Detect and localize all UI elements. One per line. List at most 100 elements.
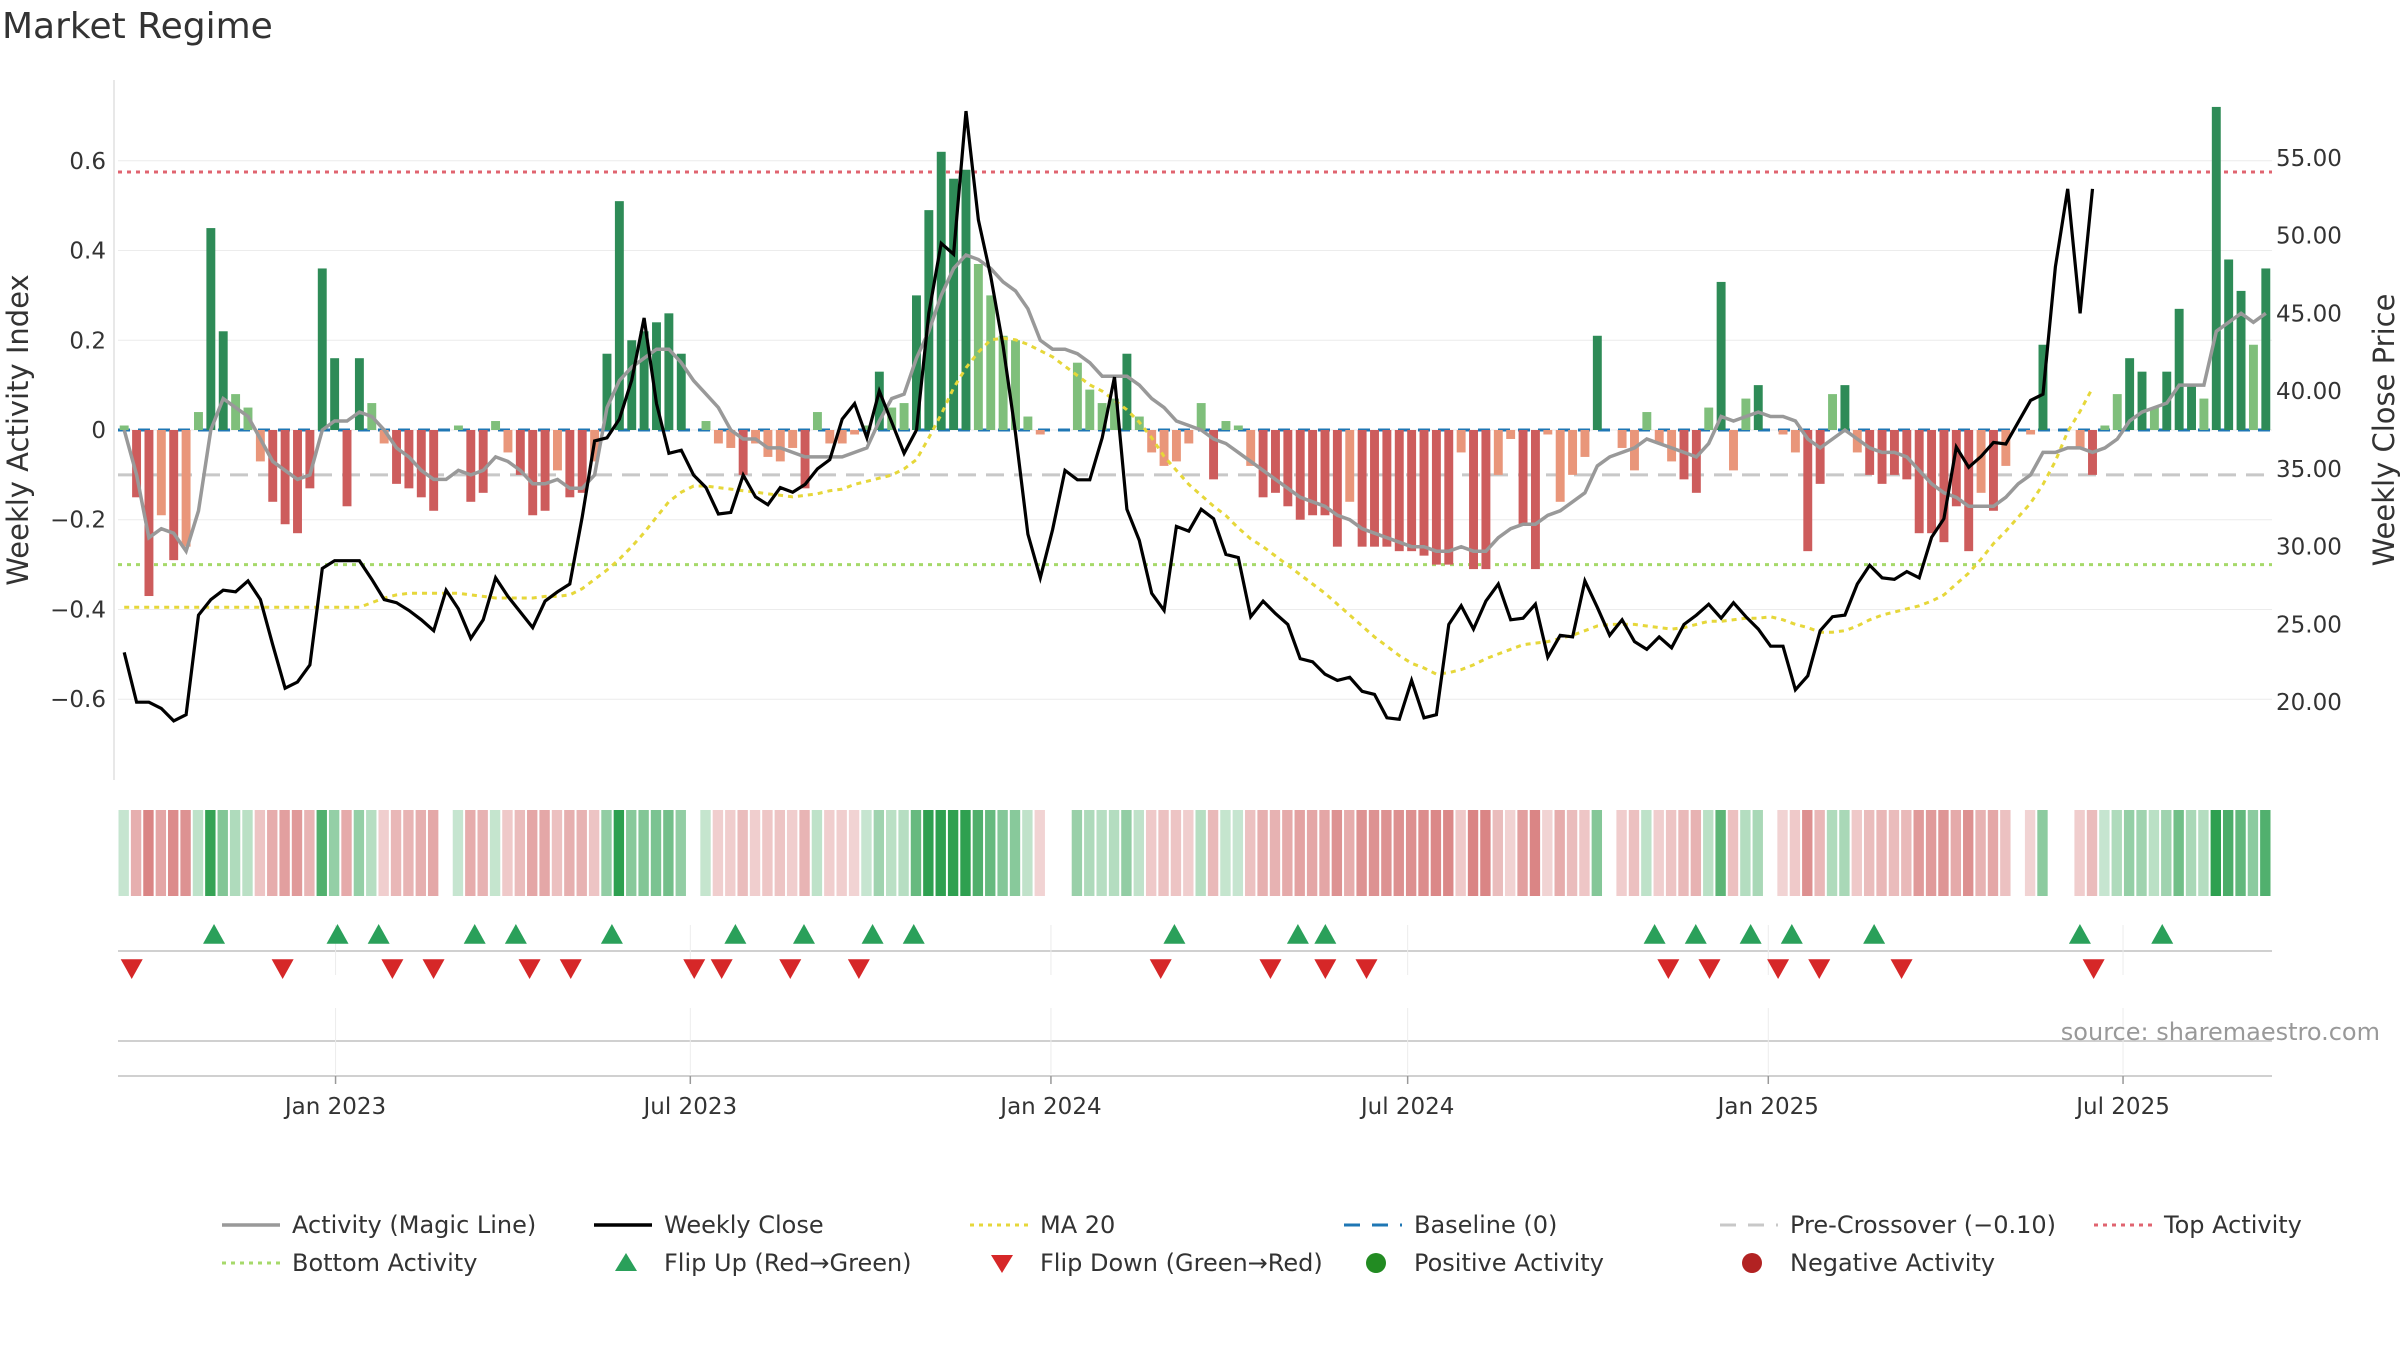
- activity-bar: [280, 430, 290, 525]
- regime-cell: [2000, 810, 2011, 896]
- regime-cell: [205, 810, 216, 896]
- activity-bar: [330, 358, 340, 430]
- y-tick-left: 0.4: [69, 239, 106, 265]
- regime-cell: [1529, 810, 1541, 896]
- regime-cell: [1690, 810, 1702, 896]
- activity-bar: [453, 425, 463, 430]
- legend-item: Activity (Magic Line): [222, 1211, 536, 1239]
- activity-bar: [503, 430, 513, 453]
- regime-cell: [1405, 810, 1417, 896]
- activity-bar: [1196, 403, 1206, 430]
- flip-down-marker: [381, 959, 404, 979]
- legend-item: Flip Up (Red→Green): [615, 1249, 912, 1277]
- activity-bar: [1295, 430, 1305, 520]
- legend-label: Baseline (0): [1414, 1211, 1557, 1239]
- activity-bar: [1852, 430, 1862, 453]
- activity-bar: [478, 430, 488, 493]
- flip-up-marker: [1739, 924, 1762, 944]
- activity-bar: [1729, 430, 1738, 471]
- activity-bar: [1184, 430, 1194, 444]
- flip-down-marker: [1698, 959, 1721, 979]
- activity-bar: [614, 201, 624, 430]
- activity-bar: [144, 430, 154, 597]
- flip-down-marker: [1890, 959, 1913, 979]
- regime-cell: [1901, 810, 1912, 896]
- activity-bar: [156, 430, 166, 516]
- regime-cell: [1467, 810, 1479, 896]
- y-tick-left: −0.2: [50, 508, 106, 534]
- activity-bar: [701, 421, 711, 430]
- regime-cell: [452, 810, 464, 896]
- activity-bar: [354, 358, 364, 430]
- activity-bar: [936, 151, 946, 431]
- flip-up-marker: [902, 924, 925, 944]
- activity-bar: [218, 331, 228, 430]
- activity-bar: [1097, 403, 1107, 430]
- flip-up-marker: [463, 924, 486, 944]
- activity-bar: [1679, 430, 1689, 480]
- regime-cell: [749, 810, 761, 896]
- activity-bar: [763, 430, 773, 457]
- regime-cell: [601, 810, 612, 896]
- activity-bar: [1555, 430, 1565, 502]
- activity-bar: [169, 430, 179, 561]
- activity-bar: [775, 430, 785, 462]
- y-axis-label-right: Weekly Close Price: [2367, 294, 2400, 567]
- regime-cell: [1034, 810, 1045, 896]
- flip-down-marker: [271, 959, 294, 979]
- legend-label: MA 20: [1040, 1211, 1115, 1239]
- regime-cell: [2086, 810, 2098, 896]
- regime-cell: [403, 810, 414, 896]
- flip-up-marker: [2068, 924, 2091, 944]
- activity-bar: [1332, 430, 1342, 547]
- activity-bar: [1580, 430, 1590, 457]
- regime-cell: [2136, 810, 2147, 896]
- activity-bar: [1877, 430, 1887, 484]
- regime-cell: [985, 810, 996, 896]
- activity-bar: [429, 430, 439, 511]
- activity-bar: [540, 430, 550, 511]
- activity-bar: [2199, 398, 2209, 430]
- activity-bar: [986, 295, 996, 430]
- regime-cell: [168, 810, 179, 896]
- regime-cell: [1183, 810, 1194, 896]
- activity-bar: [1939, 430, 1949, 543]
- regime-strip: [118, 810, 2271, 896]
- activity-bar: [998, 335, 1008, 430]
- legend-item: Positive Activity: [1366, 1249, 1604, 1277]
- flip-up-marker: [504, 924, 527, 944]
- regime-cell: [1282, 810, 1293, 896]
- flip-up-marker: [1163, 924, 1186, 944]
- regime-cell: [1022, 810, 1033, 896]
- regime-cell: [1678, 810, 1689, 896]
- regime-cell: [638, 810, 649, 896]
- legend: Activity (Magic Line) Weekly Close MA 20 Ba…: [222, 1211, 2302, 1277]
- activity-bar: [726, 430, 736, 448]
- regime-cell: [700, 810, 711, 896]
- regime-cell: [551, 810, 563, 896]
- activity-bar: [2211, 106, 2221, 430]
- regime-cell: [1170, 810, 1182, 896]
- regime-cell: [935, 810, 946, 896]
- legend-swatch: [991, 1255, 1013, 1273]
- flip-down-marker: [847, 959, 870, 979]
- activity-bar: [2261, 268, 2271, 430]
- reference-lines: [118, 170, 2272, 567]
- regime-cell: [997, 810, 1008, 896]
- regime-cell: [811, 810, 823, 896]
- flip-up-marker: [861, 924, 884, 944]
- regime-cell: [316, 810, 327, 896]
- regime-cell: [1071, 810, 1083, 896]
- activity-bar: [1320, 430, 1330, 516]
- regime-cell: [2111, 810, 2122, 896]
- activity-bar: [392, 430, 401, 484]
- activity-bar: [1011, 340, 1020, 430]
- regime-cell: [1269, 810, 1281, 896]
- y-tick-right: 30.00: [2276, 535, 2342, 561]
- regime-cell: [1145, 810, 1157, 896]
- regime-cell: [898, 810, 909, 896]
- series-lines: [122, 110, 2267, 723]
- regime-cell: [279, 810, 290, 896]
- activity-bar: [181, 430, 191, 547]
- activity-bar: [961, 169, 971, 430]
